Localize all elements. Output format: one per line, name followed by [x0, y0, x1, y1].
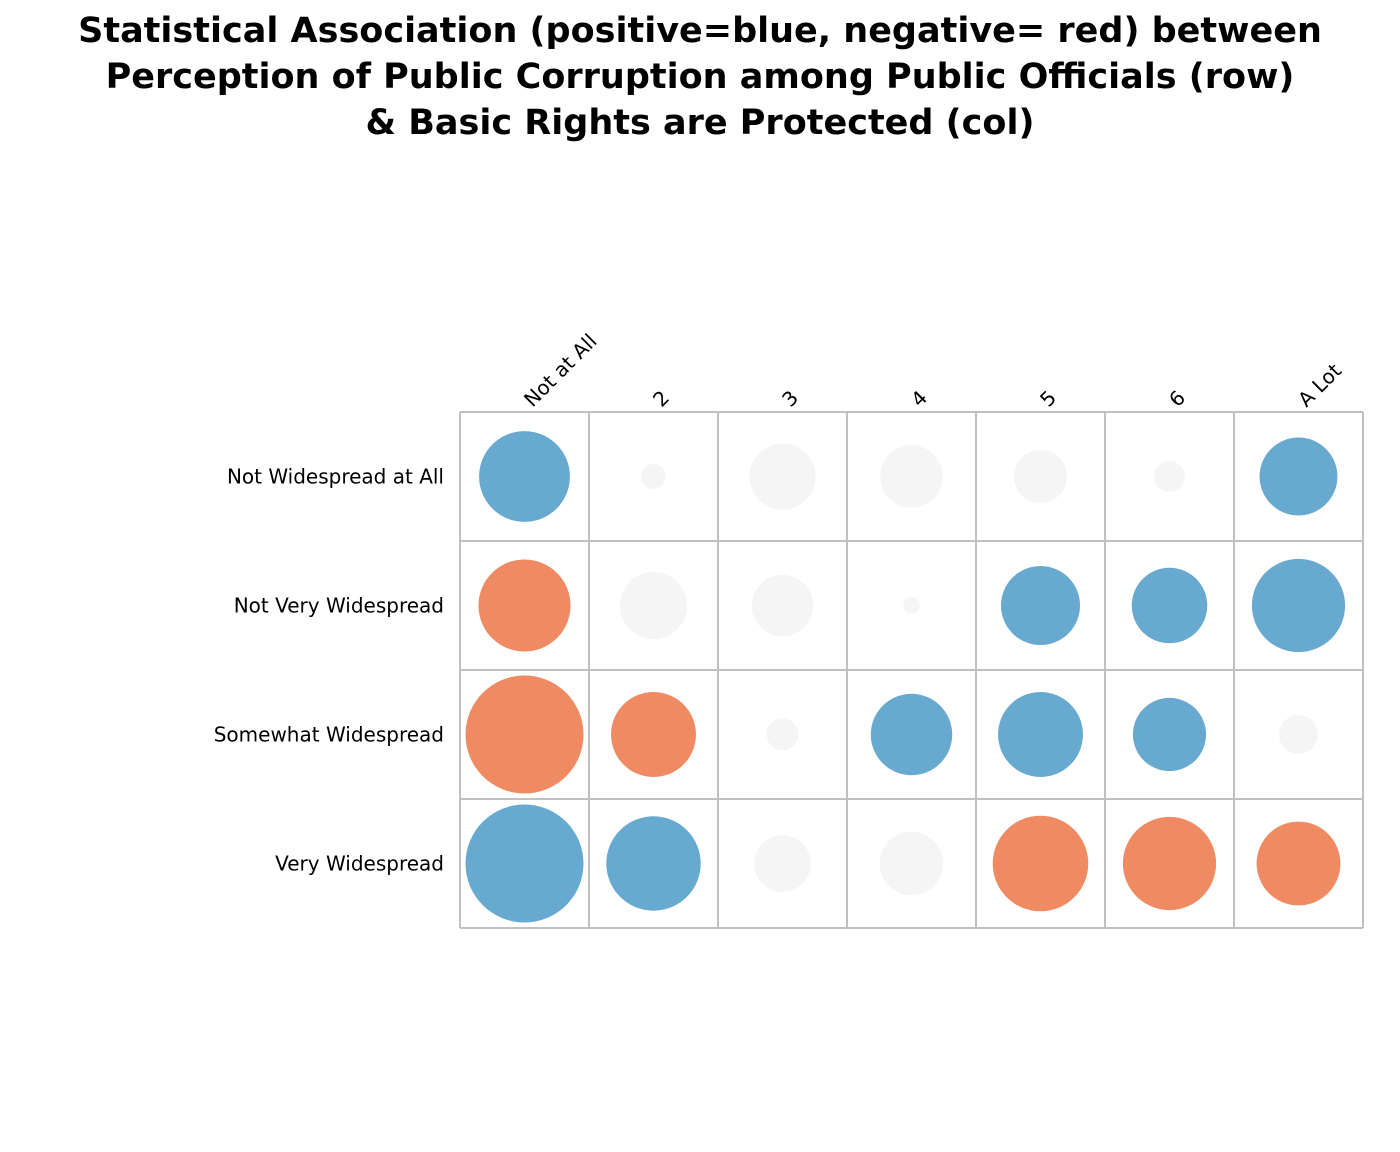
column-labels: Not at All 2 3 4 5 6 A Lot: [519, 329, 1346, 411]
cell-circle-not-widespread-at-all-5: [1013, 449, 1068, 504]
cell-circle-not-very-widespread-not-at-all: [478, 559, 571, 652]
row-label-very-widespread: Very Widespread: [275, 852, 444, 876]
cell-circle-not-very-widespread-5: [1000, 565, 1081, 646]
cell-circle-somewhat-widespread-2: [611, 692, 696, 777]
column-label-not-at-all: Not at All: [519, 329, 601, 411]
cell-circle-not-widespread-at-all-4: [880, 445, 943, 508]
chart-title-line-2: Perception of Public Corruption among Pu…: [105, 57, 1295, 97]
cell-circle-very-widespread-6: [1122, 816, 1217, 911]
grid-layer: [459, 411, 1364, 929]
chart-title: Statistical Association (positive=blue, …: [0, 8, 1400, 146]
cell-circle-very-widespread-2: [606, 816, 701, 911]
cell-circle-somewhat-widespread-6: [1132, 697, 1207, 772]
chart-title-line-1: Statistical Association (positive=blue, …: [78, 11, 1322, 51]
chart-title-line-3: & Basic Rights are Protected (col): [365, 103, 1035, 143]
cell-circle-not-very-widespread-3: [751, 574, 814, 637]
column-label-6: 6: [1164, 386, 1190, 412]
cell-circle-not-widespread-at-all-6: [1154, 461, 1185, 492]
column-label-a-lot: A Lot: [1293, 358, 1346, 411]
cell-circle-very-widespread-3: [754, 835, 811, 892]
cell-circle-not-widespread-at-all-not-at-all: [479, 431, 570, 522]
cell-circle-not-widespread-at-all-a-lot: [1259, 437, 1338, 516]
cell-circle-not-very-widespread-2: [619, 571, 688, 640]
cell-circle-not-very-widespread-4: [903, 597, 920, 614]
cell-circle-somewhat-widespread-a-lot: [1279, 715, 1318, 754]
cell-circle-very-widespread-4: [879, 831, 944, 896]
cell-circle-somewhat-widespread-5: [998, 692, 1083, 777]
cell-circle-very-widespread-not-at-all: [465, 804, 584, 923]
column-label-2: 2: [648, 386, 674, 412]
cell-circle-not-widespread-at-all-2: [641, 464, 666, 489]
cell-circle-somewhat-widespread-4: [870, 693, 953, 776]
circle-layer: [465, 431, 1346, 923]
row-label-not-very-widespread: Not Very Widespread: [234, 594, 444, 618]
row-labels: Not Widespread at All Not Very Widespread…: [214, 465, 444, 876]
column-label-3: 3: [777, 386, 803, 412]
cell-circle-not-widespread-at-all-3: [749, 443, 816, 510]
cell-circle-somewhat-widespread-not-at-all: [465, 675, 584, 794]
column-label-5: 5: [1035, 386, 1061, 412]
row-label-not-widespread-at-all: Not Widespread at All: [227, 465, 444, 489]
cell-circle-somewhat-widespread-3: [766, 718, 799, 751]
cell-circle-not-very-widespread-a-lot: [1251, 558, 1346, 653]
cell-circle-very-widespread-a-lot: [1256, 821, 1341, 906]
cell-circle-very-widespread-5: [992, 815, 1089, 912]
column-label-4: 4: [906, 386, 932, 412]
cell-circle-not-very-widespread-6: [1131, 567, 1208, 644]
row-label-somewhat-widespread: Somewhat Widespread: [214, 723, 444, 747]
